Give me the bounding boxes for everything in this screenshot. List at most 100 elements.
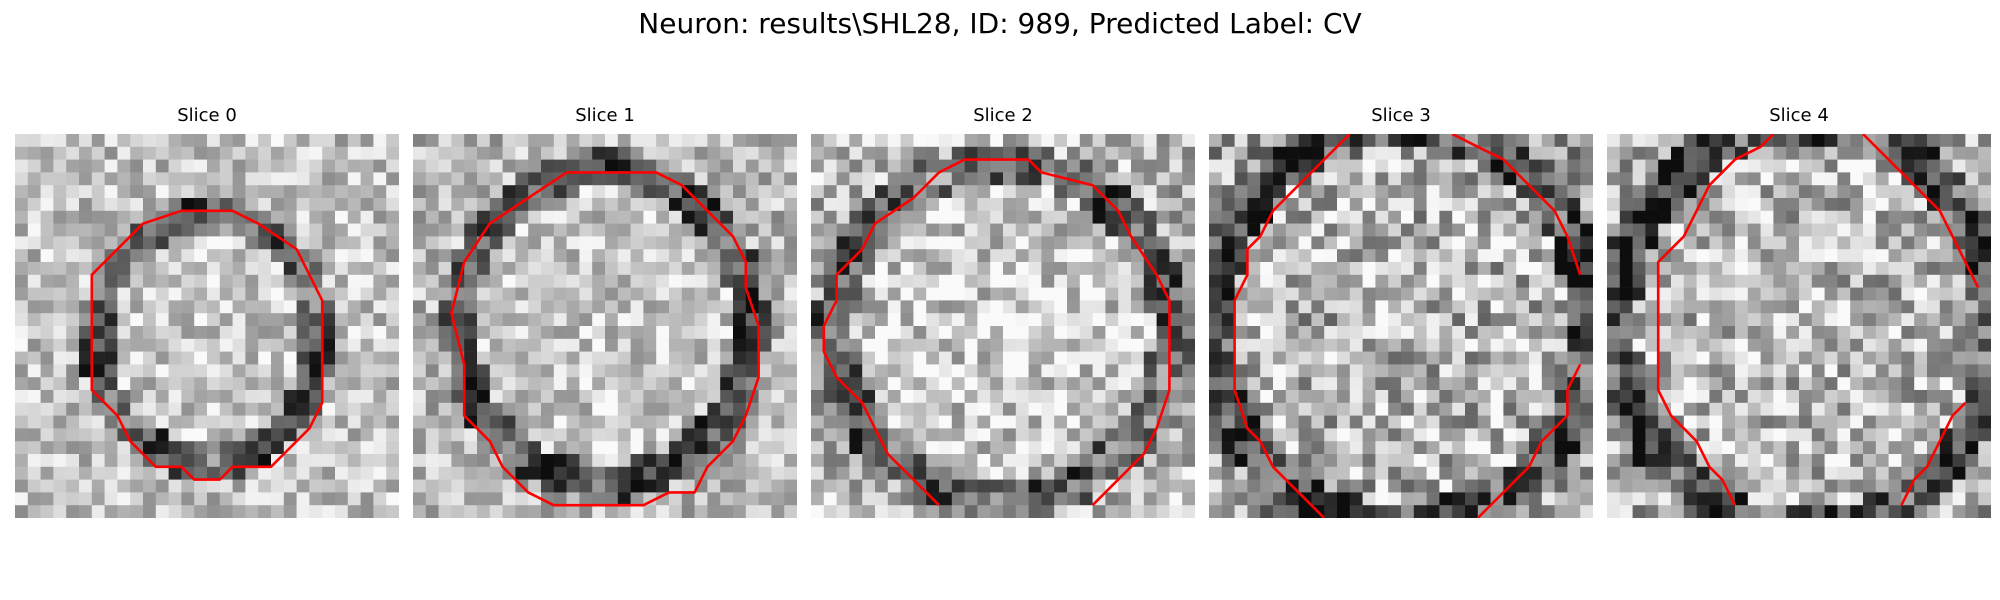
pixel [1619,402,1633,416]
pixel [1939,172,1953,186]
pixel [155,351,169,365]
pixel [1607,146,1621,160]
pixel [1273,454,1287,468]
pixel [1773,172,1787,186]
pixel [681,492,695,506]
pixel [1863,236,1877,250]
pixel [553,364,567,378]
pixel [1028,466,1042,480]
pixel [758,262,772,276]
pixel [194,479,208,493]
pixel [1221,223,1235,237]
pixel [464,274,478,288]
pixel [849,415,863,429]
pixel [309,185,323,199]
pixel [1413,390,1427,404]
pixel [1580,159,1593,173]
pixel [438,274,452,288]
pixel [1709,364,1723,378]
pixel [849,185,863,199]
pixel [758,377,772,391]
pixel [758,134,772,148]
pixel [1696,492,1710,506]
pixel [990,262,1004,276]
pixel [964,274,978,288]
pixel [1914,134,1928,148]
pixel [309,492,323,506]
pixel [1914,492,1928,506]
pixel [1927,479,1941,493]
pixel [771,441,785,455]
pixel [1209,505,1223,518]
pixel [784,402,797,416]
pixel [1465,351,1479,365]
pixel [1015,300,1029,314]
pixel [438,466,452,480]
pixel [1927,262,1941,276]
pixel [1875,198,1889,212]
pixel [1131,402,1145,416]
pixel [784,262,797,276]
pixel [271,249,285,263]
pixel [1837,364,1851,378]
pixel [1041,454,1055,468]
pixel [1490,172,1504,186]
pixel [515,274,529,288]
pixel [271,402,285,416]
pixel [566,236,580,250]
pixel [40,454,54,468]
pixel [347,287,361,301]
pixel [1273,287,1287,301]
pixel [1337,402,1351,416]
pixel [977,338,991,352]
pixel [528,313,542,327]
pixel [939,185,953,199]
pixel [1337,198,1351,212]
pixel [1221,185,1235,199]
pixel [720,210,734,224]
pixel [15,313,29,327]
pixel [502,402,516,416]
pixel [143,262,157,276]
pixel [951,159,965,173]
pixel [733,313,747,327]
pixel [1349,249,1363,263]
pixel [335,505,349,518]
pixel [862,351,876,365]
pixel [862,262,876,276]
pixel [1156,223,1170,237]
pixel [40,415,54,429]
pixel [296,505,310,518]
pixel [1028,210,1042,224]
pixel [1914,198,1928,212]
pixel [1156,249,1170,263]
pixel [1105,236,1119,250]
pixel [1709,505,1723,518]
pixel [823,415,837,429]
pixel [823,210,837,224]
pixel [373,185,387,199]
pixel [926,313,940,327]
pixel [1503,223,1517,237]
pixel [1426,249,1440,263]
pixel [489,262,503,276]
pixel [771,287,785,301]
pixel [1747,454,1761,468]
pixel [1298,454,1312,468]
pixel [309,466,323,480]
pixel [862,454,876,468]
pixel [630,326,644,340]
pixel [309,351,323,365]
pixel [413,198,427,212]
pixel [1028,415,1042,429]
pixel [1516,262,1530,276]
pixel [386,364,399,378]
pixel [1658,313,1672,327]
pixel [1015,390,1029,404]
pixel [1875,505,1889,518]
pixel [1079,479,1093,493]
pixel [515,364,529,378]
pixel [771,274,785,288]
pixel [1837,338,1851,352]
pixel [66,300,80,314]
